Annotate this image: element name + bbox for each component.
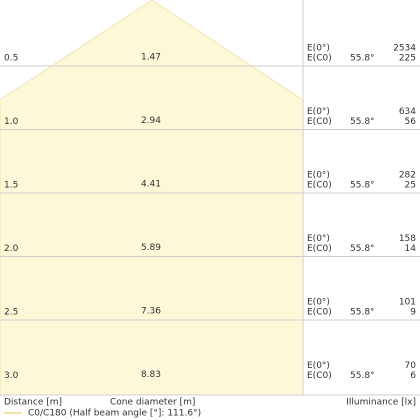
distance: 2.5 bbox=[4, 308, 18, 318]
illuminance-label: Illuminance [lx] bbox=[346, 398, 416, 408]
distance-label: Distance [m] bbox=[4, 398, 62, 408]
e0-label: E(0°) bbox=[307, 44, 330, 54]
ec0-label: E(C0) bbox=[307, 371, 332, 381]
distance: 1.5 bbox=[4, 181, 18, 191]
diameter: 4.41 bbox=[141, 180, 161, 190]
diameter-label: Cone diameter [m] bbox=[110, 398, 195, 408]
angle: 55.8° bbox=[350, 54, 375, 64]
ec0-value: 6 bbox=[410, 371, 416, 381]
ec0-label: E(C0) bbox=[307, 181, 332, 191]
e0-value: 158 bbox=[399, 234, 416, 244]
e0-value: 70 bbox=[405, 361, 417, 371]
diameter: 5.89 bbox=[141, 243, 161, 253]
e0-label: E(0°) bbox=[307, 298, 330, 308]
e0-value: 282 bbox=[399, 171, 416, 181]
ec0-label: E(C0) bbox=[307, 117, 332, 127]
e0-label: E(0°) bbox=[307, 171, 330, 181]
ec0-label: E(C0) bbox=[307, 244, 332, 254]
distance: 3.0 bbox=[4, 371, 19, 381]
ec0-value: 9 bbox=[410, 308, 416, 318]
angle: 55.8° bbox=[350, 371, 375, 381]
ec0-label: E(C0) bbox=[307, 308, 332, 318]
e0-value: 2534 bbox=[393, 44, 416, 54]
legend-text: C0/C180 (Half beam angle [°]: 111.6°) bbox=[28, 409, 201, 419]
diameter: 8.83 bbox=[141, 370, 161, 380]
ec0-value: 14 bbox=[405, 244, 417, 254]
distance: 1.0 bbox=[4, 117, 19, 127]
e0-value: 101 bbox=[399, 298, 416, 308]
e0-label: E(0°) bbox=[307, 107, 330, 117]
e0-label: E(0°) bbox=[307, 361, 330, 371]
distance: 2.0 bbox=[4, 244, 19, 254]
diameter: 1.47 bbox=[141, 53, 161, 63]
ec0-value: 56 bbox=[405, 117, 417, 127]
angle: 55.8° bbox=[350, 308, 375, 318]
angle: 55.8° bbox=[350, 181, 375, 191]
distance: 0.5 bbox=[4, 54, 18, 64]
ec0-value: 25 bbox=[405, 181, 416, 191]
diameter: 2.94 bbox=[141, 116, 161, 126]
ec0-label: E(C0) bbox=[307, 54, 332, 64]
ec0-value: 225 bbox=[399, 54, 416, 64]
e0-label: E(0°) bbox=[307, 234, 330, 244]
e0-value: 634 bbox=[399, 107, 416, 117]
diameter: 7.36 bbox=[141, 307, 161, 317]
angle: 55.8° bbox=[350, 244, 375, 254]
angle: 55.8° bbox=[350, 117, 375, 127]
